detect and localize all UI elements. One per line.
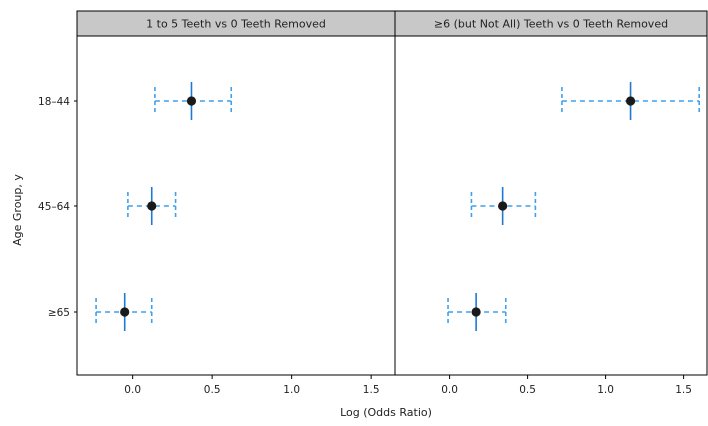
estimate-point xyxy=(120,307,130,317)
estimate-point xyxy=(186,96,197,106)
x-tick-label: 1.0 xyxy=(283,384,300,396)
x-tick-label: 1.0 xyxy=(597,384,614,396)
estimate-point xyxy=(471,307,481,317)
y-tick-label: ≥65 xyxy=(48,307,70,319)
estimate-point xyxy=(625,96,636,106)
x-tick-label: 1.5 xyxy=(675,384,692,396)
panel-strip xyxy=(76,10,396,37)
x-tick-label: 0.0 xyxy=(441,384,458,396)
estimate-point xyxy=(498,201,508,211)
x-axis-title: Log (Odds Ratio) xyxy=(340,406,432,419)
x-tick-label: 0.5 xyxy=(519,384,536,396)
estimate-point xyxy=(147,201,157,211)
plot-layer: 18–44 45–64 ≥65 1 to 5 Teeth vs 0 Teeth Rem… xyxy=(38,10,708,396)
x-tick-label: 1.5 xyxy=(363,384,380,396)
x-tick-label: 0.0 xyxy=(124,384,141,396)
panel-title: ≥6 (but Not All) Teeth vs 0 Teeth Remove… xyxy=(434,18,668,31)
y-axis-title: Age Group, y xyxy=(11,174,24,246)
panel-title: 1 to 5 Teeth vs 0 Teeth Removed xyxy=(146,18,326,31)
y-tick-label: 18–44 xyxy=(38,96,70,108)
x-tick-label: 0.5 xyxy=(204,384,221,396)
y-tick-label: 45–64 xyxy=(38,201,70,213)
panel-frame xyxy=(394,35,708,376)
